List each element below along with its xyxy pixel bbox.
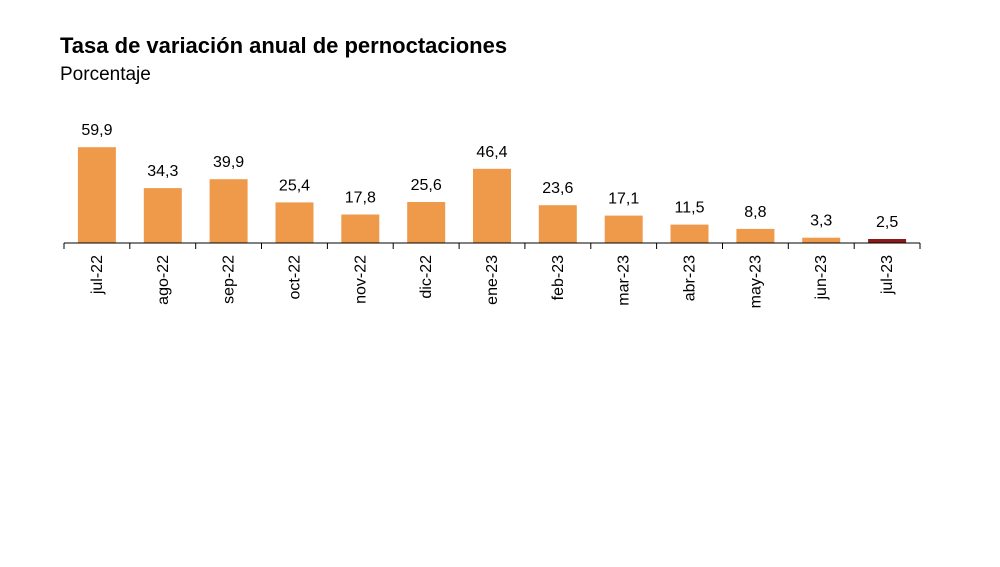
tick-label-ago-22: ago-22 xyxy=(155,255,172,305)
value-label-ene-23: 46,4 xyxy=(476,144,507,161)
value-label-jun-23: 3,3 xyxy=(810,213,832,230)
tick-label-feb-23: feb-23 xyxy=(550,255,567,300)
value-label-mar-23: 17,1 xyxy=(608,191,639,208)
bar-feb-23 xyxy=(538,205,577,243)
value-label-oct-22: 25,4 xyxy=(279,177,310,194)
value-label-nov-22: 17,8 xyxy=(345,190,376,207)
chart-subtitle: Porcentaje xyxy=(60,64,151,85)
tick-label-jul-23: jul-23 xyxy=(879,255,896,295)
bar-ene-23 xyxy=(473,168,511,243)
tick-label-mar-23: mar-23 xyxy=(616,255,633,306)
value-label-jul-22: 59,9 xyxy=(81,122,112,139)
bar-oct-22 xyxy=(275,202,314,243)
tick-label-dic-22: dic-22 xyxy=(418,255,435,299)
chart-title: Tasa de variación anual de pernoctacione… xyxy=(60,33,508,58)
value-label-sep-22: 39,9 xyxy=(213,154,244,171)
bar-ago-22 xyxy=(143,188,182,243)
bar-dic-22 xyxy=(407,202,446,243)
tick-label-may-23: may-23 xyxy=(747,255,764,308)
bar-may-23 xyxy=(736,228,775,243)
bar-abr-23 xyxy=(670,224,709,243)
tick-label-abr-23: abr-23 xyxy=(682,255,699,301)
value-label-dic-22: 25,6 xyxy=(411,177,442,194)
bar-jul-23 xyxy=(868,239,907,243)
tick-label-oct-22: oct-22 xyxy=(287,255,304,300)
bar-nov-22 xyxy=(341,214,380,243)
tick-label-nov-22: nov-22 xyxy=(352,255,369,304)
value-label-abr-23: 11,5 xyxy=(675,200,705,217)
tick-label-jul-22: jul-22 xyxy=(89,255,106,295)
tick-label-sep-22: sep-22 xyxy=(221,255,238,304)
value-label-may-23: 8,8 xyxy=(744,204,766,221)
tick-label-ene-23: ene-23 xyxy=(484,255,501,305)
bar-sep-22 xyxy=(209,179,248,243)
value-label-jul-23: 2,5 xyxy=(876,214,898,231)
bar-jul-22 xyxy=(77,147,116,243)
tick-label-jun-23: jun-23 xyxy=(813,255,830,301)
bar-jun-23 xyxy=(802,237,841,243)
value-label-feb-23: 23,6 xyxy=(542,180,573,197)
bar-mar-23 xyxy=(604,215,643,243)
value-label-ago-22: 34,3 xyxy=(147,163,178,180)
